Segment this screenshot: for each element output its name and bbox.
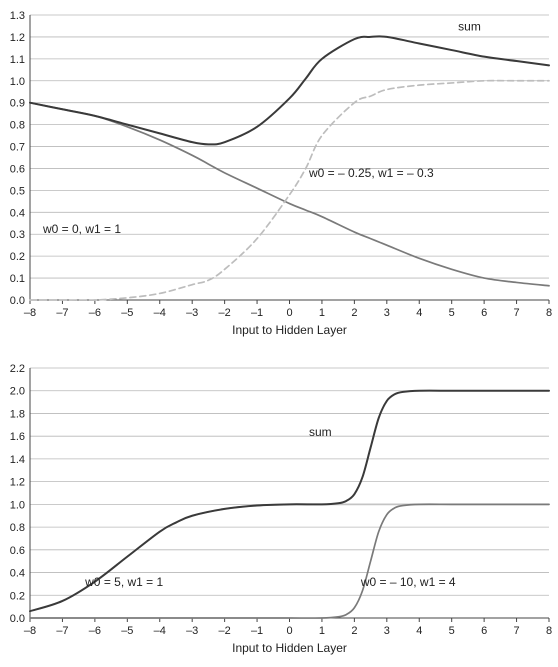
x-tick-label: 2 [351, 625, 357, 637]
y-tick-label: 0.3 [10, 229, 25, 241]
x-tick-label: –6 [89, 307, 101, 319]
x-tick-label: 5 [449, 307, 455, 319]
x-tick-label: –4 [154, 307, 166, 319]
y-tick-label: 1.4 [10, 454, 25, 466]
y-tick-label: 0.5 [10, 185, 25, 197]
x-tick-label: 7 [514, 625, 520, 637]
y-tick-label: 0.2 [10, 251, 25, 263]
series-annotation: w0 = – 0.25, w1 = – 0.3 [308, 166, 434, 180]
x-tick-label: 4 [416, 307, 422, 319]
series-line-w0_-10_w1_4 [29, 503, 550, 619]
series-annotation: w0 = – 10, w1 = 4 [360, 575, 456, 589]
y-tick-label: 0.6 [10, 545, 25, 557]
y-tick-label: 1.3 [10, 10, 25, 22]
x-tick-label: –4 [154, 625, 166, 637]
y-tick-label: 1.0 [10, 499, 25, 511]
series-annotation: sum [309, 425, 332, 439]
x-tick-label: 7 [514, 307, 520, 319]
y-tick-label: 0.4 [10, 568, 25, 580]
x-tick-label: 6 [481, 307, 487, 319]
x-tick-label: –5 [121, 625, 133, 637]
chart-bottom: 0.0 0.2 0.4 0.6 0.8 1.0 1.2 1.4 1.6 1.8 2.0 2.2 –8 –7… [10, 363, 552, 655]
x-tick-label: 0 [286, 307, 292, 319]
y-tick-label: 2.0 [10, 386, 25, 398]
y-tick-label: 0.9 [10, 98, 25, 110]
x-tick-label: –8 [24, 307, 36, 319]
x-tick-label: 3 [384, 625, 390, 637]
y-tick-label: 1.2 [10, 32, 25, 44]
x-tick-label: –6 [89, 625, 101, 637]
series-annotation: w0 = 5, w1 = 1 [84, 575, 163, 589]
y-tick-label: 0.1 [10, 273, 25, 285]
x-tick-label: –7 [56, 625, 68, 637]
x-tick-label: 3 [384, 307, 390, 319]
chart-top: 0.0 0.1 0.2 0.3 0.4 0.5 0.6 0.7 0.8 0.9 1.0 1.1 1.2 1… [10, 10, 552, 337]
x-tick-label: –7 [56, 307, 68, 319]
x-tick-label: –3 [186, 625, 198, 637]
series-line-sum [29, 35, 550, 146]
x-tick-label: 1 [319, 307, 325, 319]
x-tick-label: –1 [251, 625, 263, 637]
series-annotation: sum [458, 19, 481, 33]
y-tick-label: 1.0 [10, 76, 25, 88]
series-line-sum [29, 389, 550, 613]
x-tick-label: 2 [351, 307, 357, 319]
x-tick-label: 0 [286, 625, 292, 637]
x-tick-label: –1 [251, 307, 263, 319]
x-tick-label: –2 [219, 307, 231, 319]
x-axis-title: Input to Hidden Layer [232, 641, 347, 655]
x-tick-label: 5 [449, 625, 455, 637]
y-tick-label: 0.6 [10, 163, 25, 175]
y-tick-label: 0.0 [10, 295, 25, 307]
y-tick-label: 1.6 [10, 431, 25, 443]
x-tick-label: 1 [319, 625, 325, 637]
x-tick-label: –8 [24, 625, 36, 637]
x-tick-label: –5 [121, 307, 133, 319]
series-line-w0_0_w1_1 [29, 101, 550, 287]
y-tick-label: 0.4 [10, 207, 25, 219]
x-tick-label: 8 [546, 625, 552, 637]
y-tick-label: 1.2 [10, 477, 25, 489]
x-tick-label: –2 [219, 625, 231, 637]
x-tick-label: –3 [186, 307, 198, 319]
series-line-w0_-0.25_w1_-0.3 [29, 79, 550, 302]
y-tick-label: 1.1 [10, 54, 25, 66]
series-annotation: w0 = 0, w1 = 1 [42, 222, 121, 236]
x-tick-label: 4 [416, 625, 422, 637]
y-tick-label: 1.8 [10, 408, 25, 420]
y-tick-label: 0.2 [10, 590, 25, 602]
y-tick-label: 0.0 [10, 613, 25, 625]
x-tick-label: 8 [546, 307, 552, 319]
y-tick-label: 0.7 [10, 142, 25, 154]
y-tick-label: 0.8 [10, 120, 25, 132]
x-tick-label: 6 [481, 625, 487, 637]
y-tick-label: 2.2 [10, 363, 25, 375]
y-tick-label: 0.8 [10, 522, 25, 534]
x-axis-title: Input to Hidden Layer [232, 323, 347, 337]
